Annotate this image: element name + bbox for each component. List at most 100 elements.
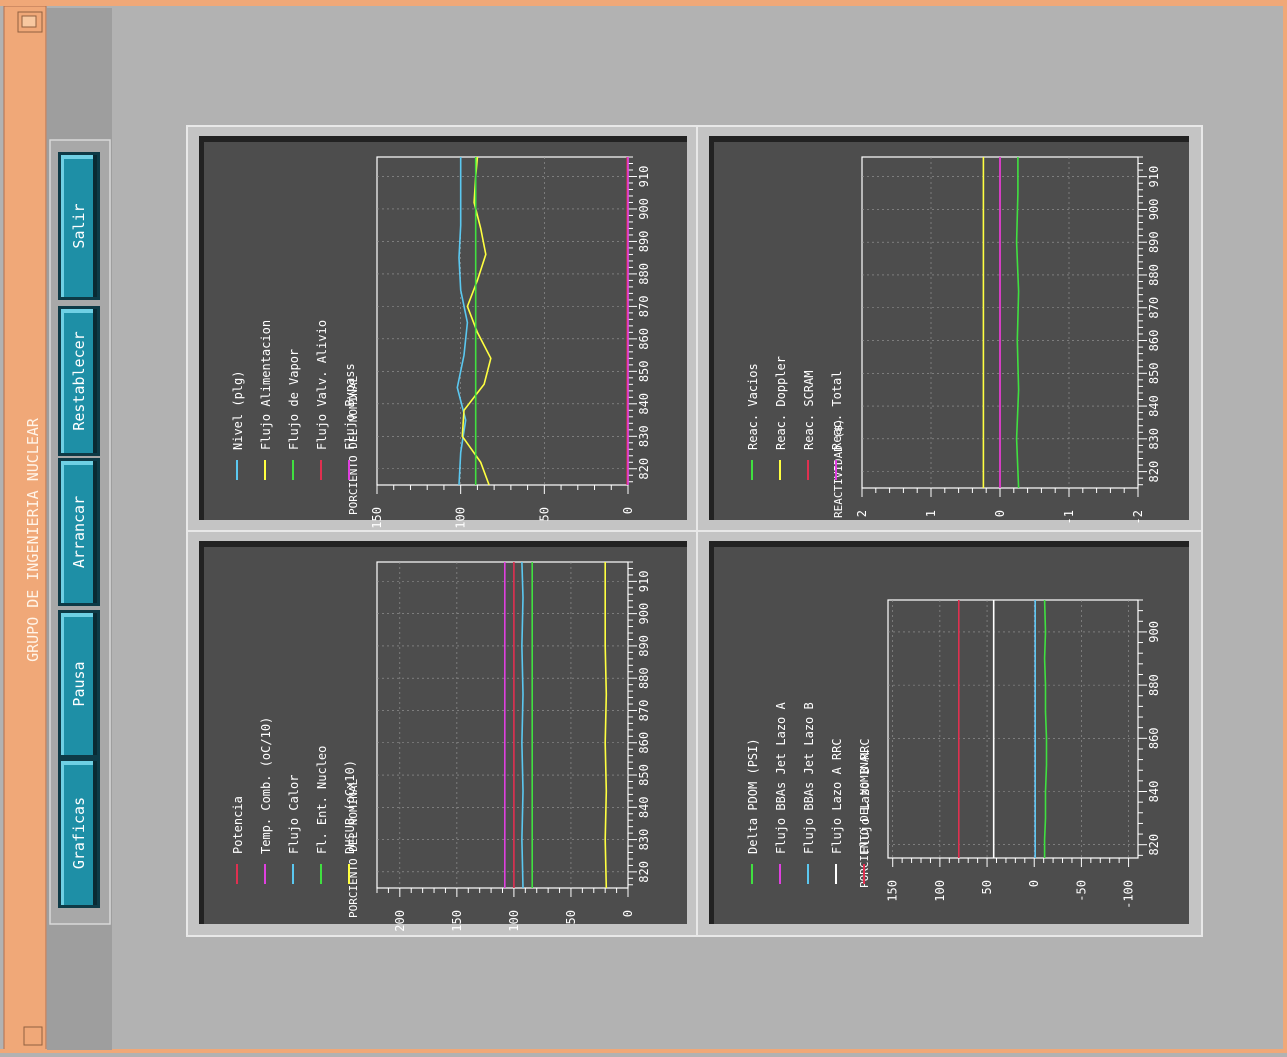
x-tick-label: 870: [637, 296, 651, 318]
x-tick-label: 840: [637, 393, 651, 415]
window-title: GRUPO DE INGENIERIA NUCLEAR: [24, 417, 42, 662]
x-tick-label: 850: [1147, 362, 1161, 384]
series-line-0: [1015, 157, 1020, 489]
legend-label: Flujo Valv. Alivio: [315, 320, 329, 450]
y-tick-label: 50: [980, 880, 994, 894]
arrancar-button[interactable]: Arrancar: [58, 458, 100, 606]
legend-label: Flujo BBAs Jet Lazo A: [774, 702, 788, 854]
x-tick-label: 830: [1147, 428, 1161, 450]
y-tick-label: -1: [1062, 510, 1076, 524]
y-tick-label: 200: [393, 910, 407, 932]
x-tick-label: 860: [1147, 727, 1161, 749]
y-tick-label: 2: [855, 510, 869, 517]
x-tick-label: 840: [1147, 395, 1161, 417]
x-tick-label: 820: [1147, 461, 1161, 483]
chart-core: 820 830 840 850 860 870 880 890 900 910 0 50 100 150 2…: [199, 541, 687, 932]
x-tick-label: 910: [637, 166, 651, 188]
x-tick-label: 820: [637, 458, 651, 480]
series-line-4: [604, 562, 608, 889]
y-axis-label: REACTIVIDAD ($): [832, 419, 845, 518]
y-tick-label: 0: [621, 910, 635, 917]
x-tick-label: 850: [637, 360, 651, 382]
x-tick-label: 880: [1147, 264, 1161, 286]
legend-label: Flujo Lazo A RRC: [830, 738, 844, 854]
restablecer-button-label: Restablecer: [70, 331, 88, 430]
salir-button-label: Salir: [70, 203, 88, 248]
x-tick-label: 820: [1147, 834, 1161, 856]
x-tick-label: 830: [637, 829, 651, 851]
y-tick-label: 100: [454, 507, 468, 529]
legend-label: Flujo Lazo B RRC: [858, 738, 872, 854]
x-tick-label: 890: [637, 231, 651, 253]
y-axis-label: PORCIENTO DEL NOMINAL: [347, 779, 360, 918]
window-resize-icon[interactable]: [23, 1026, 43, 1046]
window-frame-left: [3, 5, 47, 1051]
restablecer-button[interactable]: Restablecer: [58, 306, 100, 456]
graficas-button[interactable]: Graficas: [58, 758, 100, 908]
pausa-button-label: Pausa: [70, 661, 88, 706]
x-tick-label: 870: [1147, 297, 1161, 319]
window-menu-icon[interactable]: [17, 11, 43, 33]
legend-label: DHSUB (oCx10): [343, 760, 357, 854]
x-tick-label: 860: [637, 732, 651, 754]
series-line-2: [521, 561, 524, 889]
x-tick-label: 900: [1147, 621, 1161, 643]
y-tick-label: 0: [993, 510, 1007, 517]
x-tick-label: 890: [1147, 231, 1161, 253]
graficas-button-label: Graficas: [70, 797, 88, 869]
legend-label: Flujo BBAs Jet Lazo B: [802, 702, 816, 854]
x-tick-label: 870: [637, 700, 651, 722]
x-tick-label: 890: [637, 635, 651, 657]
y-tick-label: 50: [564, 910, 578, 924]
legend-label: Nivel (plg): [231, 371, 245, 450]
x-tick-label: 830: [637, 425, 651, 447]
legend-label: Delta PDOM (PSI): [746, 738, 760, 854]
legend-label: Fl. Ent. Nucleo: [315, 746, 329, 854]
y-axis-label: PORCIENTO DEL NOMINAL: [347, 376, 360, 515]
x-tick-label: 880: [637, 667, 651, 689]
chart-vapor: 820 830 840 850 860 870 880 890 900 910 0 50 100 150 P…: [199, 136, 687, 529]
y-tick-label: 100: [507, 910, 521, 932]
x-tick-label: 880: [1147, 674, 1161, 696]
x-tick-label: 860: [1147, 330, 1161, 352]
legend-label: Reac. SCRAM: [802, 371, 816, 450]
x-tick-label: 900: [637, 198, 651, 220]
legend-label: Flujo Calor: [287, 775, 301, 854]
x-tick-label: 850: [637, 764, 651, 786]
y-tick-label: -50: [1074, 880, 1088, 902]
y-axis-label: PORCIENTO DEL NOMINAL: [858, 749, 871, 888]
x-tick-label: 910: [1147, 166, 1161, 188]
pausa-button[interactable]: Pausa: [58, 610, 100, 758]
legend-label: Reac. Total: [830, 371, 844, 450]
y-tick-label: 50: [537, 507, 551, 521]
x-tick-label: 820: [637, 861, 651, 883]
legend-label: Potencia: [231, 796, 245, 854]
legend-label: Flujo Alimentacion: [259, 320, 273, 450]
y-tick-label: -2: [1131, 510, 1145, 524]
y-tick-label: -100: [1122, 880, 1136, 909]
series-line-0: [456, 157, 469, 486]
y-tick-label: 0: [1027, 880, 1041, 887]
x-tick-label: 860: [637, 328, 651, 350]
salir-button[interactable]: Salir: [58, 152, 100, 300]
plot-area: [887, 599, 1139, 859]
x-tick-label: 880: [637, 263, 651, 285]
y-tick-label: 100: [933, 880, 947, 902]
series-line-0: [1043, 599, 1048, 858]
y-tick-label: 0: [621, 507, 635, 514]
x-tick-label: 910: [637, 571, 651, 593]
arrancar-button-label: Arrancar: [70, 496, 88, 568]
legend-label: Flujo de Vapor: [287, 349, 301, 450]
y-tick-label: 150: [450, 910, 464, 932]
chart-reactivity: 820 830 840 850 860 870 880 890 900 910 -2 -1 0 1 2 REA…: [709, 136, 1189, 524]
y-tick-label: 150: [370, 507, 384, 529]
y-tick-label: 1: [924, 510, 938, 517]
legend-label: Temp. Comb. (oC/10): [259, 717, 273, 854]
legend-label: Reac. Doppler: [774, 356, 788, 450]
x-tick-label: 900: [1147, 199, 1161, 221]
y-tick-label: 150: [886, 880, 900, 902]
chart-loops: 820 840 860 880 900 -100 -50 0 50 100 150 PORCIENTO…: [709, 541, 1189, 924]
x-tick-label: 900: [637, 603, 651, 625]
legend-label: Flujo Bypass: [343, 363, 357, 450]
